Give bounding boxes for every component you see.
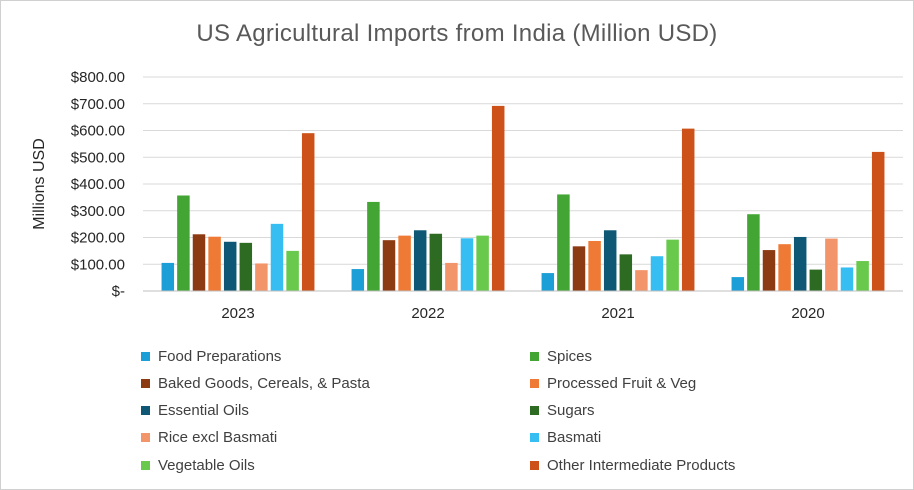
- bar-vegetable-oils-2020: [856, 261, 869, 291]
- bar-sugars-2023: [239, 242, 253, 291]
- bar-baked-goods-cereals-pasta-2023: [192, 234, 206, 291]
- y-tick-label: $600.00: [71, 123, 125, 140]
- bar-food-preparations-2022: [351, 269, 365, 291]
- bar-baked-goods-cereals-pasta-2022: [382, 240, 396, 291]
- bar-vegetable-oils-2021: [666, 239, 679, 291]
- bar-spices-2020: [747, 214, 760, 291]
- y-tick-label: $300.00: [71, 203, 125, 220]
- bar-other-intermediate-products-2022: [491, 105, 505, 291]
- bar-essential-oils-2022: [413, 230, 427, 291]
- bar-rice-excl-basmati-2023: [255, 263, 268, 291]
- bar-vegetable-oils-2023: [286, 250, 299, 291]
- bar-basmati-2022: [460, 238, 474, 291]
- bar-processed-fruit-veg-2020: [778, 244, 791, 291]
- bar-sugars-2022: [429, 233, 443, 291]
- x-tick-label: 2020: [791, 305, 824, 322]
- bar-sugars-2020: [809, 269, 823, 291]
- bar-baked-goods-cereals-pasta-2021: [572, 246, 586, 291]
- bar-rice-excl-basmati-2022: [445, 262, 458, 291]
- bar-sugars-2021: [619, 254, 633, 291]
- gridlines: [143, 76, 903, 265]
- bar-essential-oils-2020: [793, 236, 807, 291]
- bar-food-preparations-2023: [161, 262, 175, 291]
- bar-other-intermediate-products-2021: [681, 128, 695, 291]
- bar-basmati-2020: [840, 267, 854, 291]
- bar-rice-excl-basmati-2021: [635, 270, 648, 291]
- y-tick-label: $500.00: [71, 149, 125, 166]
- x-tick-label: 2023: [221, 305, 254, 322]
- bar-other-intermediate-products-2020: [871, 151, 885, 291]
- bar-basmati-2023: [270, 223, 284, 291]
- bar-spices-2022: [367, 201, 380, 291]
- x-tick-label: 2021: [601, 305, 634, 322]
- y-tick-label: $800.00: [71, 69, 125, 86]
- bar-processed-fruit-veg-2023: [208, 236, 221, 291]
- bar-food-preparations-2020: [731, 277, 745, 291]
- y-tick-label: $700.00: [71, 96, 125, 113]
- y-tick-label: $200.00: [71, 230, 125, 247]
- bar-vegetable-oils-2022: [476, 235, 489, 291]
- bar-rice-excl-basmati-2020: [825, 238, 838, 291]
- y-tick-label: $100.00: [71, 256, 125, 273]
- bar-spices-2023: [177, 195, 190, 291]
- bar-other-intermediate-products-2023: [301, 133, 315, 291]
- bar-baked-goods-cereals-pasta-2020: [762, 250, 776, 291]
- bar-processed-fruit-veg-2021: [588, 240, 601, 291]
- bar-spices-2021: [557, 194, 570, 291]
- bars: [161, 105, 885, 291]
- bar-processed-fruit-veg-2022: [398, 235, 411, 291]
- bar-food-preparations-2021: [541, 273, 555, 291]
- y-tick-label: $-: [112, 283, 125, 300]
- bar-essential-oils-2021: [603, 230, 617, 291]
- bar-basmati-2021: [650, 256, 664, 291]
- chart-title: US Agricultural Imports from India (Mill…: [196, 20, 718, 47]
- y-tick-label: $400.00: [71, 176, 125, 193]
- x-tick-label: 2022: [411, 305, 444, 322]
- axes: $- $100.00 $200.00 $300.00 $400.00 $500.00 $60…: [71, 69, 903, 322]
- bar-essential-oils-2023: [223, 241, 237, 291]
